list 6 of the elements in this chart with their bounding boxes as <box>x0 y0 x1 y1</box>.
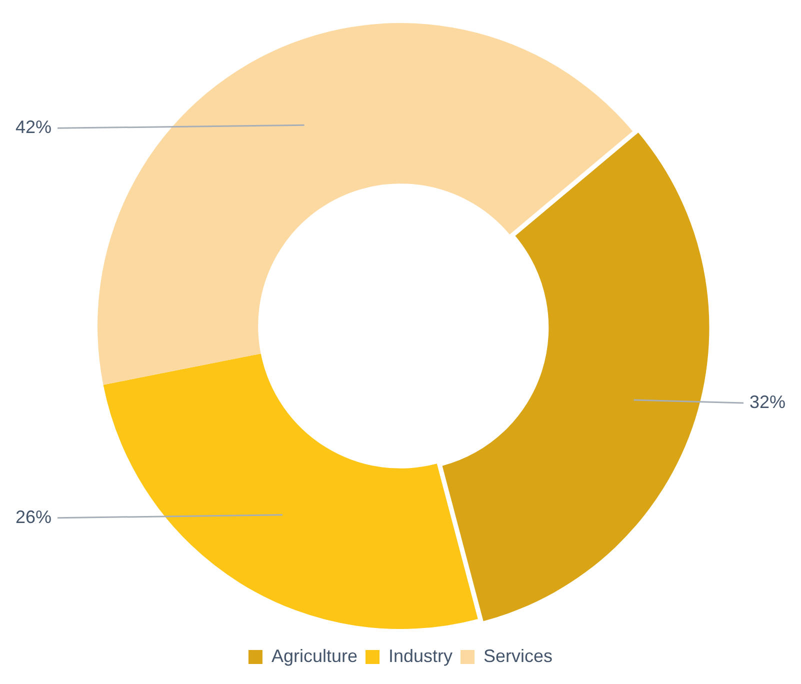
data-label: 32% <box>750 392 786 412</box>
legend-label: Agriculture <box>271 646 358 666</box>
legend-label: Services <box>484 646 553 666</box>
data-label: 42% <box>15 117 52 138</box>
data-label: 26% <box>15 506 52 527</box>
legend-label: Industry <box>388 646 453 666</box>
